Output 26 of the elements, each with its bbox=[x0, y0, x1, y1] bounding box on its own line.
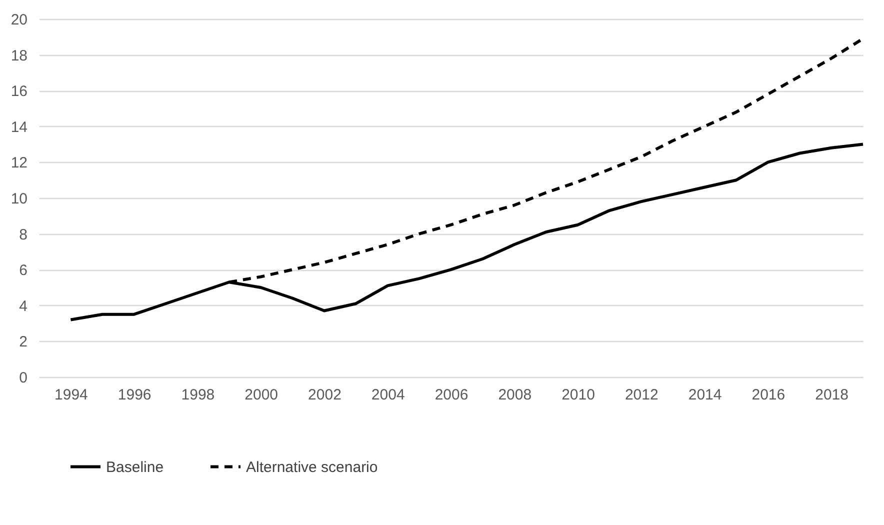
x-tick-label: 1996 bbox=[118, 386, 152, 404]
x-tick-label: 1998 bbox=[181, 386, 215, 404]
x-tick-label: 2006 bbox=[434, 386, 468, 404]
y-tick-label: 8 bbox=[19, 226, 28, 244]
y-tick-label: 2 bbox=[19, 334, 28, 351]
x-tick-label: 2010 bbox=[562, 386, 595, 404]
y-tick-label: 16 bbox=[10, 83, 28, 100]
y-tick-label: 18 bbox=[10, 47, 28, 64]
x-tick-label: 2012 bbox=[624, 386, 658, 404]
y-tick-label: 4 bbox=[19, 298, 28, 315]
y-tick-label: 6 bbox=[19, 262, 28, 280]
y-tick-label: 20 bbox=[10, 12, 28, 28]
x-tick-label: 2004 bbox=[371, 386, 405, 404]
x-tick-label: 2002 bbox=[308, 386, 342, 404]
y-tick-label: 12 bbox=[10, 154, 28, 172]
legend-label: Alternative scenario bbox=[246, 458, 378, 476]
x-tick-label: 2014 bbox=[688, 386, 722, 404]
x-tick-label: 2000 bbox=[244, 386, 278, 404]
y-tick-label: 14 bbox=[10, 118, 28, 136]
x-tick-label: 2018 bbox=[815, 386, 848, 404]
x-tick-label: 2008 bbox=[498, 386, 532, 404]
y-tick-label: 0 bbox=[19, 370, 28, 386]
x-tick-label: 1994 bbox=[54, 386, 88, 404]
legend-label: Baseline bbox=[106, 458, 164, 476]
x-tick-label: 2016 bbox=[752, 386, 786, 404]
y-tick-label: 10 bbox=[10, 190, 28, 208]
